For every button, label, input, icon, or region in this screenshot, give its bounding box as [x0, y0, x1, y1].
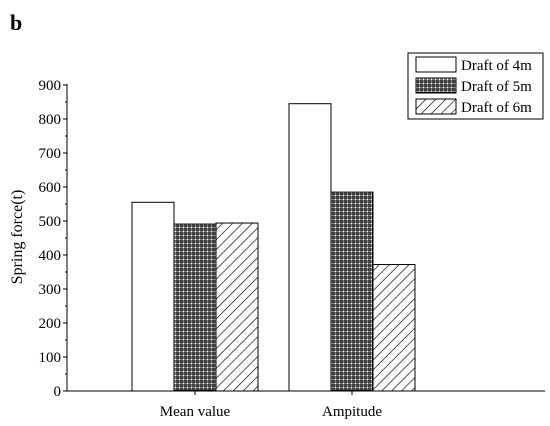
bar-mean-value-series-3	[215, 222, 259, 392]
y-tick-label: 400	[39, 248, 62, 264]
legend-label: Draft of 4m	[461, 58, 532, 74]
x-category-label: Ampitude	[322, 404, 382, 420]
y-tick-label: 0	[54, 384, 62, 400]
y-tick-label: 200	[39, 316, 62, 332]
y-tick-label: 700	[39, 146, 62, 162]
bar-ampitude-series-3	[372, 264, 416, 392]
bar-ampitude-series-1	[288, 103, 332, 392]
y-tick-label: 500	[39, 214, 62, 230]
plot-area: 0 100 200 300 400 500 600 700 800 900 Mean value Am…	[39, 78, 545, 420]
y-axis-label: Spring force(t)	[9, 190, 26, 285]
y-tick-label: 900	[39, 78, 62, 94]
legend-label: Draft of 6m	[461, 100, 532, 116]
panel-label: b	[10, 10, 22, 35]
x-category-label: Mean value	[160, 404, 231, 420]
y-tick-label: 100	[39, 350, 62, 366]
bar-ampitude-series-2	[330, 191, 374, 392]
legend-swatch	[415, 77, 457, 94]
y-tick-label: 800	[39, 112, 62, 128]
y-tick-label: 600	[39, 180, 62, 196]
bar-mean-value-series-1	[131, 201, 175, 392]
legend-swatch	[415, 56, 457, 73]
y-tick-label: 300	[39, 282, 62, 298]
bar-mean-value-series-2	[173, 223, 217, 392]
legend-label: Draft of 5m	[461, 79, 532, 95]
legend-swatch	[415, 98, 457, 115]
legend: Draft of 4m Draft of 5m Draft of 6m	[407, 52, 544, 120]
